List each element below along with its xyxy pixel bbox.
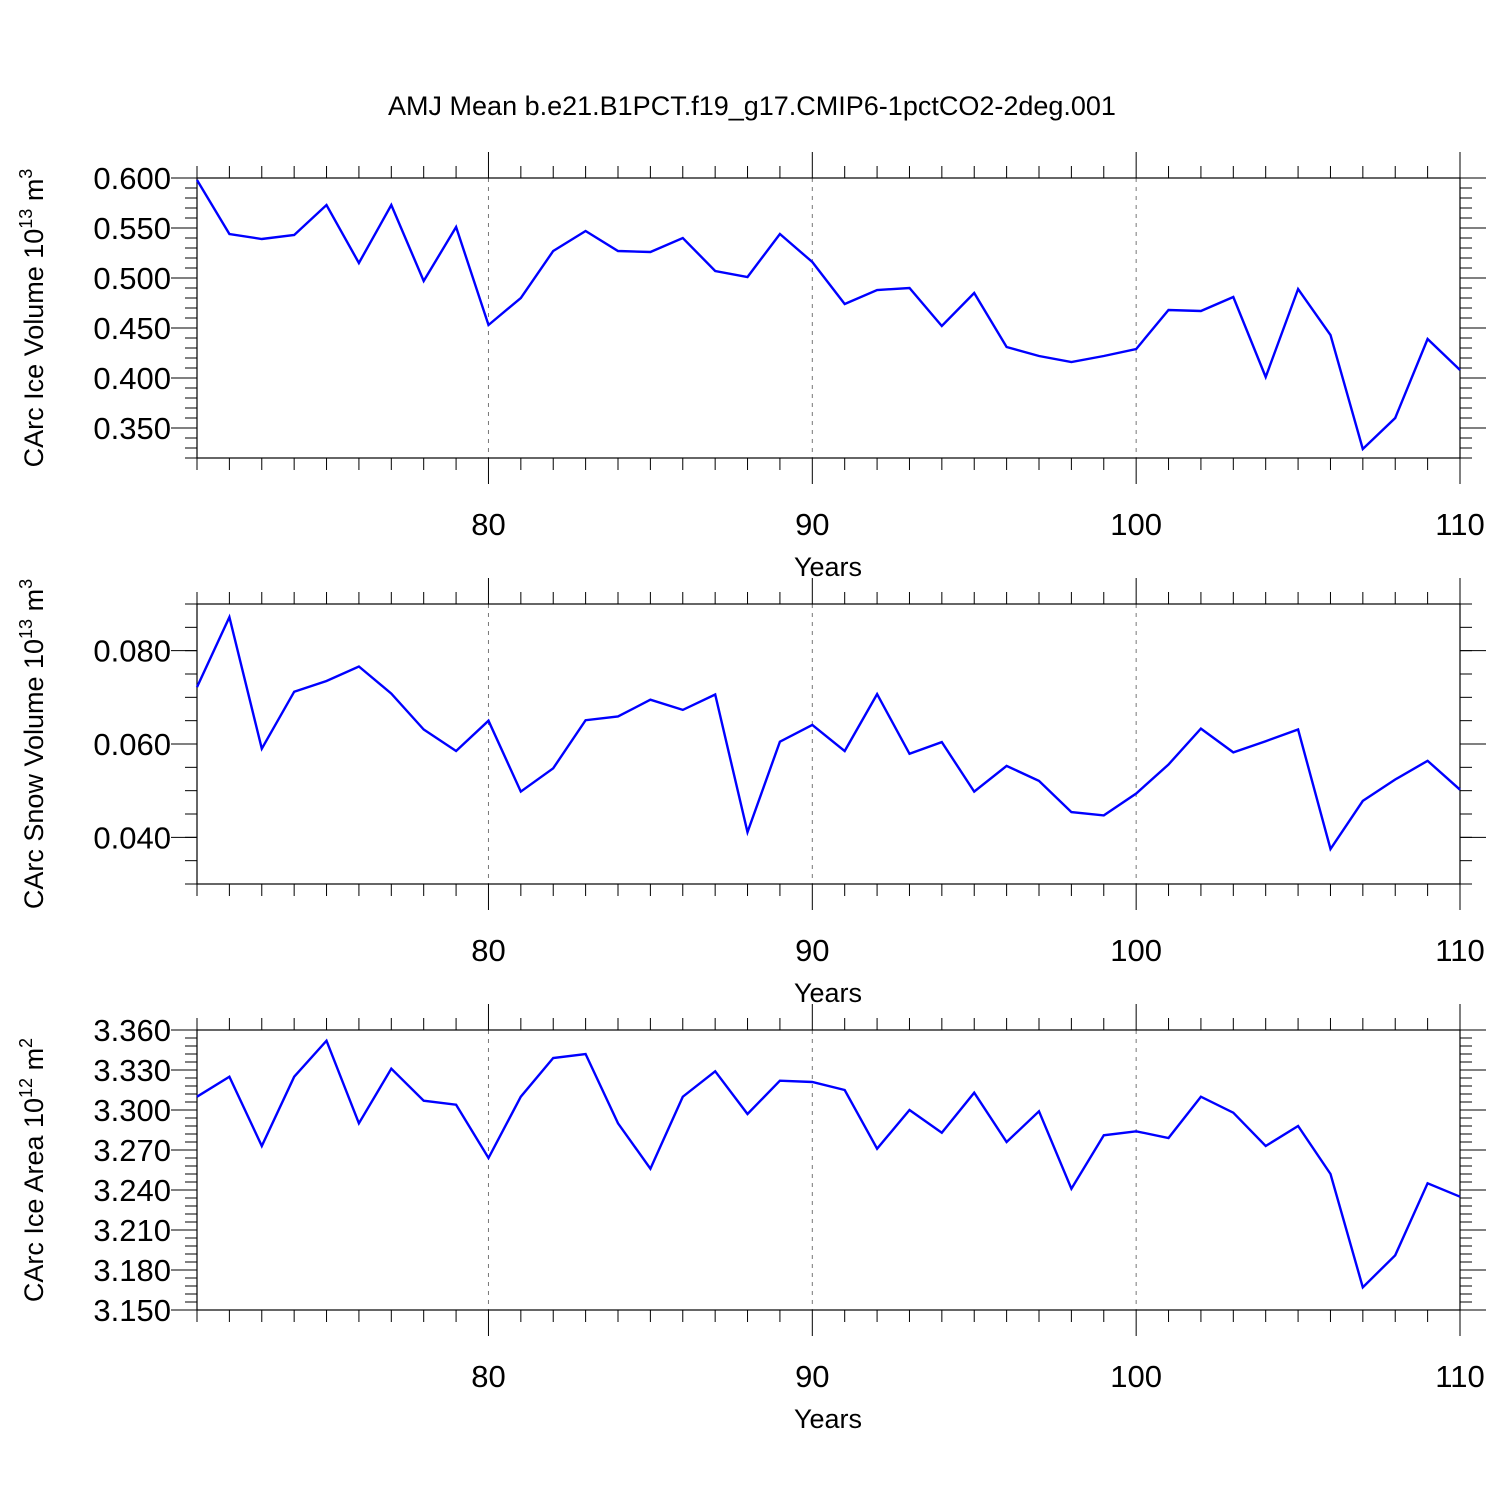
y-axis-title-exponent: 13 [16,209,36,229]
x-tick-label: 90 [795,507,829,542]
y-tick-label: 3.360 [93,1013,171,1048]
y-axis-title-text: CArc Ice Volume 10 [19,229,49,468]
y-tick-label: 0.400 [93,361,171,396]
y-axis-title-exponent: 13 [16,619,36,639]
chart-ice-area: 3.150 3.180 3.210 3.240 3.270 3.300 3.330 3.360… [16,1004,1486,1434]
chart-snow-volume: 0.040 0.060 0.080 80 90 100 110 Years CArc Snow … [16,578,1486,1008]
plot-frame [196,1029,1461,1311]
y-tick-label: 0.080 [93,634,171,669]
y-axis-title-exponent: 12 [16,1078,36,1098]
y-axis-title: CArc Snow Volume 1013 m3 [16,579,49,909]
y-axis-title-unit: m [19,589,49,619]
y-axis-title-unit-exponent: 2 [16,1038,36,1048]
y-tick-label: 3.150 [93,1293,171,1328]
y-tick-label: 3.210 [93,1213,171,1248]
plot-frame [196,603,1461,885]
x-tick-label: 110 [1435,507,1484,542]
y-axis-title: CArc Ice Volume 1013 m3 [16,169,49,468]
y-tick-label: 3.300 [93,1093,171,1128]
y-tick-label: 3.240 [93,1173,171,1208]
x-tick-label: 110 [1435,1359,1484,1394]
y-tick-label: 0.450 [93,311,171,346]
y-tick-label: 0.600 [93,161,171,196]
y-axis-title-text: CArc Snow Volume 10 [19,639,49,909]
y-axis-title-unit-exponent: 3 [16,579,36,589]
series-line [196,1038,1461,1290]
y-tick-label: 0.040 [93,820,171,855]
x-tick-label: 80 [471,933,505,968]
x-axis-title: Years [794,1404,862,1434]
x-tick-label: 100 [1110,933,1162,968]
y-axis-title: CArc Ice Area 1012 m2 [16,1038,49,1302]
x-tick-label: 100 [1110,1359,1162,1394]
plot-frame [196,177,1461,459]
y-axis-title-text: CArc Ice Area 10 [19,1098,49,1302]
series-line [195,179,1461,452]
y-tick-label: 3.330 [93,1053,171,1088]
y-tick-label: 0.550 [93,211,171,246]
x-axis-title: Years [794,552,862,582]
y-tick-label: 3.180 [93,1253,171,1288]
y-tick-label: 3.270 [93,1133,171,1168]
series-line [195,613,1461,852]
x-tick-label: 80 [471,507,505,542]
y-axis-title-unit-exponent: 3 [16,169,36,179]
figure-title: AMJ Mean b.e21.B1PCT.f19_g17.CMIP6-1pctC… [388,91,1116,121]
y-axis-title-unit: m [19,179,49,209]
x-tick-label: 110 [1435,933,1484,968]
x-tick-label: 90 [795,933,829,968]
y-tick-label: 0.060 [93,727,171,762]
chart-ice-volume: 0.350 0.400 0.450 0.500 0.550 0.600 80 90 100 110… [16,152,1486,582]
x-tick-label: 80 [471,1359,505,1394]
x-axis-title: Years [794,978,862,1008]
x-tick-label: 90 [795,1359,829,1394]
y-axis-title-unit: m [19,1048,49,1078]
y-tick-label: 0.350 [93,411,171,446]
x-tick-label: 100 [1110,507,1162,542]
y-tick-label: 0.500 [93,261,171,296]
